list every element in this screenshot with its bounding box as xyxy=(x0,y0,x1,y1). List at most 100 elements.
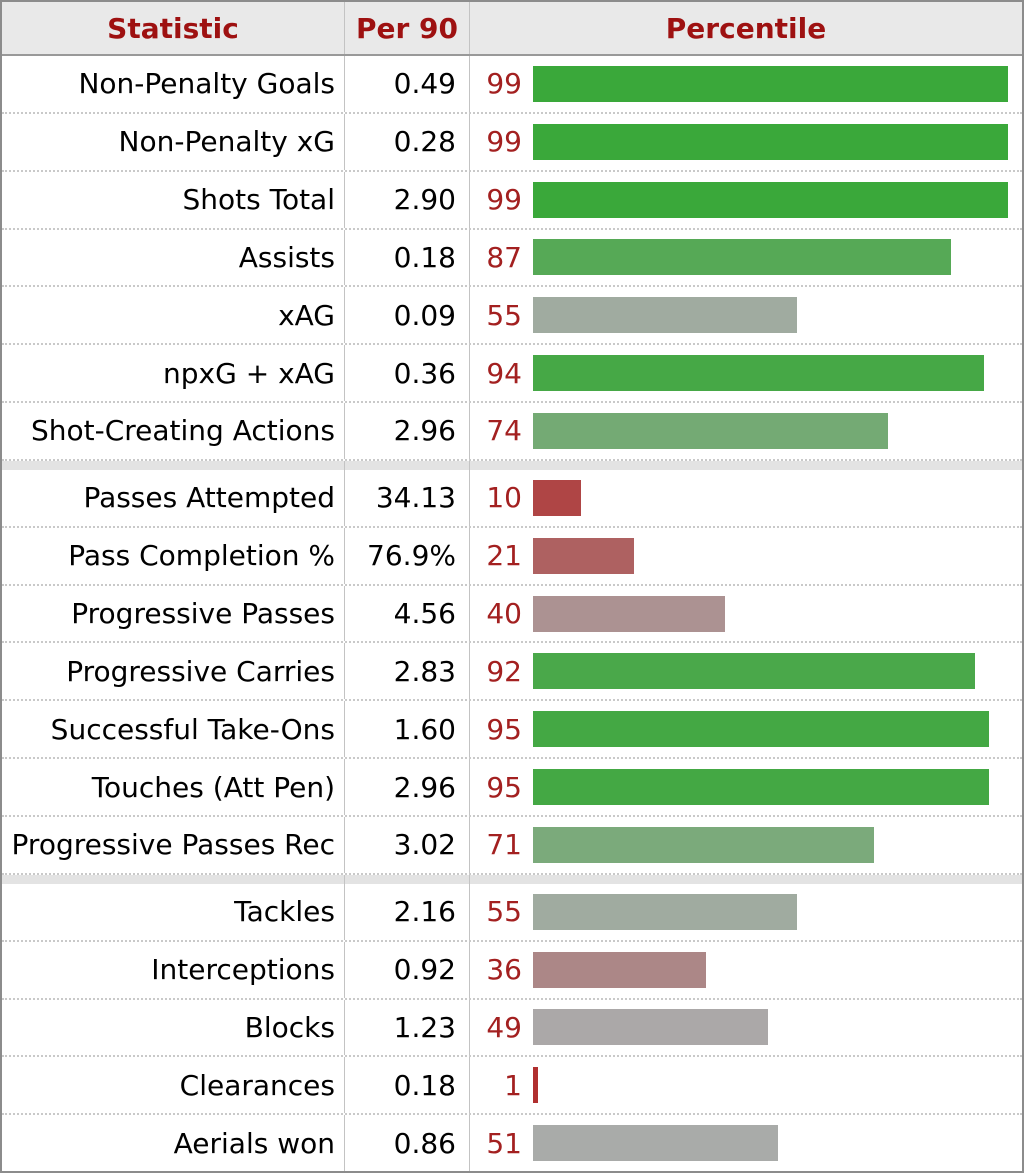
percentile-bar xyxy=(533,711,989,748)
percentile-cell: 55 xyxy=(470,287,1022,343)
table-row: Successful Take-Ons 1.60 95 xyxy=(2,701,1022,760)
per90-value: 2.16 xyxy=(345,883,470,940)
group-separator xyxy=(2,874,1022,884)
percentile-bar xyxy=(533,479,581,516)
stat-label: Interceptions xyxy=(2,941,345,998)
per90-value: 4.56 xyxy=(345,585,470,642)
percentile-bar xyxy=(533,595,725,632)
stat-label: Progressive Carries xyxy=(2,643,345,700)
stat-label: Shots Total xyxy=(2,171,345,228)
stat-label: npxG + xAG xyxy=(2,345,345,402)
percentile-value: 51 xyxy=(486,1126,522,1160)
percentile-value: 55 xyxy=(486,298,522,332)
percentile-cell: 99 xyxy=(470,114,1022,170)
per90-value: 0.28 xyxy=(345,113,470,170)
percentile-value: 99 xyxy=(486,183,522,217)
percentile-bar xyxy=(533,537,634,574)
table-row: Tackles 2.16 55 xyxy=(2,883,1022,942)
table-row: Clearances 0.18 1 xyxy=(2,1057,1022,1116)
per90-value: 0.86 xyxy=(345,1115,470,1172)
stat-label: Successful Take-Ons xyxy=(2,701,345,758)
percentile-bar xyxy=(533,181,1009,218)
table-row: Non-Penalty Goals 0.49 99 xyxy=(2,56,1022,114)
percentile-bar xyxy=(533,297,797,334)
stat-label: Touches (Att Pen) xyxy=(2,759,345,815)
percentile-cell: 36 xyxy=(470,942,1022,998)
stat-label: Aerials won xyxy=(2,1115,345,1172)
stat-label: Pass Completion % xyxy=(2,527,345,584)
percentile-cell: 21 xyxy=(470,528,1022,584)
percentile-cell: 49 xyxy=(470,1000,1022,1056)
table-row: Progressive Passes 4.56 40 xyxy=(2,585,1022,644)
table-body: Non-Penalty Goals 0.49 99 Non-Penalty xG… xyxy=(2,56,1022,1172)
table-row: Non-Penalty xG 0.28 99 xyxy=(2,113,1022,172)
table-row: xAG 0.09 55 xyxy=(2,287,1022,346)
percentile-value: 55 xyxy=(486,895,522,929)
percentile-value: 87 xyxy=(486,240,522,274)
per90-value: 1.23 xyxy=(345,999,470,1056)
separator-segment xyxy=(2,874,345,884)
per90-value: 3.02 xyxy=(345,816,470,873)
percentile-cell: 74 xyxy=(470,403,1022,459)
separator-segment xyxy=(2,460,345,470)
percentile-bar xyxy=(533,1125,778,1162)
per90-value: 2.90 xyxy=(345,171,470,228)
percentile-value: 21 xyxy=(486,539,522,573)
percentile-cell: 99 xyxy=(470,56,1022,112)
percentile-cell: 95 xyxy=(470,701,1022,757)
percentile-cell: 51 xyxy=(470,1115,1022,1171)
separator-segment xyxy=(345,460,470,470)
percentile-value: 40 xyxy=(486,597,522,631)
table-row: npxG + xAG 0.36 94 xyxy=(2,345,1022,404)
table-header: Statistic Per 90 Percentile xyxy=(2,2,1022,56)
table-row: Pass Completion % 76.9% 21 xyxy=(2,527,1022,586)
percentile-bar xyxy=(533,653,975,690)
percentile-cell: 87 xyxy=(470,230,1022,286)
percentile-cell: 95 xyxy=(470,759,1022,815)
per90-value: 0.18 xyxy=(345,1057,470,1114)
per90-value: 1.60 xyxy=(345,701,470,758)
table-row: Passes Attempted 34.13 10 xyxy=(2,469,1022,528)
table-row: Progressive Carries 2.83 92 xyxy=(2,643,1022,702)
percentile-value: 99 xyxy=(486,67,522,101)
per90-value: 34.13 xyxy=(345,469,470,526)
percentile-value: 95 xyxy=(486,712,522,746)
percentile-cell: 55 xyxy=(470,884,1022,940)
percentile-bar xyxy=(533,239,951,276)
percentile-value: 1 xyxy=(504,1068,522,1102)
percentile-value: 92 xyxy=(486,654,522,688)
percentile-bar xyxy=(533,123,1009,160)
stat-label: Assists xyxy=(2,229,345,286)
table-row: Assists 0.18 87 xyxy=(2,229,1022,288)
percentile-bar xyxy=(533,1009,769,1046)
percentile-value: 74 xyxy=(486,414,522,448)
per90-value: 0.09 xyxy=(345,287,470,344)
table-row: Aerials won 0.86 51 xyxy=(2,1115,1022,1172)
table-row: Shot-Creating Actions 2.96 74 xyxy=(2,403,1022,461)
separator-segment xyxy=(345,874,470,884)
percentile-value: 36 xyxy=(486,953,522,987)
per90-value: 2.96 xyxy=(345,759,470,815)
stat-label: Non-Penalty Goals xyxy=(2,56,345,112)
stat-label: Tackles xyxy=(2,883,345,940)
stat-label: Progressive Passes Rec xyxy=(2,816,345,873)
percentile-bar xyxy=(533,893,797,930)
table-row: Blocks 1.23 49 xyxy=(2,999,1022,1058)
percentile-bar xyxy=(533,355,985,392)
stat-label: Non-Penalty xG xyxy=(2,113,345,170)
percentile-bar xyxy=(533,769,989,806)
percentile-bar xyxy=(533,1067,538,1104)
group-separator xyxy=(2,460,1022,470)
per90-value: 0.92 xyxy=(345,941,470,998)
table-row: Interceptions 0.92 36 xyxy=(2,941,1022,1000)
per90-value: 0.18 xyxy=(345,229,470,286)
percentile-bar xyxy=(533,826,874,863)
percentile-value: 94 xyxy=(486,356,522,390)
header-per90: Per 90 xyxy=(345,2,470,54)
percentile-value: 99 xyxy=(486,125,522,159)
table-row: Progressive Passes Rec 3.02 71 xyxy=(2,816,1022,875)
header-percentile: Percentile xyxy=(665,11,827,45)
per90-value: 0.49 xyxy=(345,56,470,112)
percentile-bar xyxy=(533,65,1009,102)
